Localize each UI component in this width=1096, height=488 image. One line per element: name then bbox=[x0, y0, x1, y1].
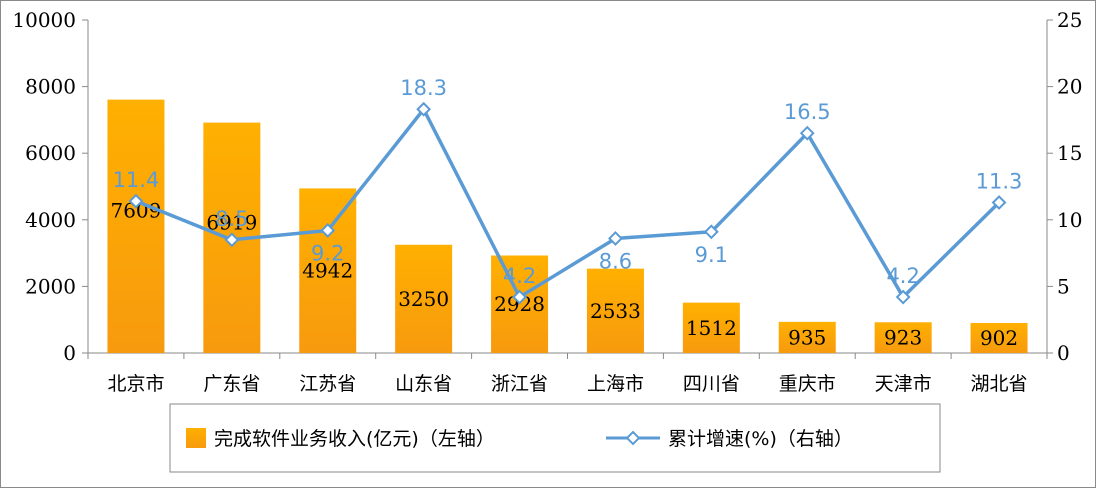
line-data-label: 8.5 bbox=[215, 207, 248, 231]
axes: 0 2000 4000 6000 8000 10000 0 5 10 15 20 25 bbox=[12, 8, 1082, 365]
y-left-tick-label: 10000 bbox=[12, 8, 76, 32]
category-label: 上海市 bbox=[587, 373, 644, 395]
line-data-label: 11.3 bbox=[976, 169, 1023, 193]
bar-data-labels: 7609691949423250292825331512935923902 bbox=[110, 198, 1018, 350]
bar bbox=[778, 321, 836, 353]
legend: 完成软件业务收入(亿元)（左轴） 累计增速(%)（右轴） bbox=[169, 403, 941, 473]
line-data-label: 8.6 bbox=[599, 249, 632, 273]
category-label: 四川省 bbox=[683, 373, 740, 395]
bar bbox=[107, 99, 165, 353]
y-left-tick-label: 0 bbox=[63, 341, 76, 365]
bar bbox=[970, 322, 1028, 353]
line-point bbox=[128, 193, 144, 209]
category-label: 湖北省 bbox=[971, 373, 1028, 395]
bar bbox=[299, 188, 357, 353]
bar-data-label: 6919 bbox=[206, 211, 257, 235]
y-right-tick-label: 15 bbox=[1057, 141, 1082, 165]
line-point bbox=[991, 195, 1007, 210]
bar bbox=[682, 302, 740, 353]
y-left-tick-label: 6000 bbox=[25, 141, 76, 165]
line-data-label: 9.2 bbox=[311, 241, 344, 265]
category-labels: 北京市 广东省 江苏省 山东省 浙江省 上海市 四川省 重庆市 天津市 湖北省 bbox=[107, 373, 1027, 395]
y-left-tick-label: 8000 bbox=[25, 75, 76, 99]
line-point bbox=[703, 224, 719, 240]
line-path bbox=[135, 107, 1001, 299]
line-data-labels: 11.4 8.5 9.2 18.3 4.2 8.6 9.1 16.5 4.2 11.3 bbox=[113, 76, 1023, 288]
line-point bbox=[895, 289, 911, 305]
category-label: 北京市 bbox=[107, 373, 164, 395]
bar-data-label: 923 bbox=[884, 326, 922, 350]
line-point bbox=[608, 231, 623, 246]
line-data-label: 4.2 bbox=[503, 264, 536, 288]
bar bbox=[874, 322, 932, 353]
line-data-label: 9.1 bbox=[695, 243, 728, 267]
y-left-tick-label: 2000 bbox=[25, 274, 76, 298]
bar bbox=[586, 268, 644, 353]
legend-label-line: 累计增速(%)（右轴） bbox=[668, 428, 853, 450]
bar-data-label: 4942 bbox=[302, 259, 353, 283]
bar bbox=[395, 244, 453, 353]
category-label: 广东省 bbox=[203, 373, 260, 395]
line-series bbox=[128, 101, 1007, 305]
category-label: 浙江省 bbox=[491, 373, 548, 395]
bar-data-label: 2533 bbox=[590, 299, 641, 323]
line-data-label: 18.3 bbox=[400, 76, 447, 100]
bar-series bbox=[107, 99, 1028, 354]
legend-box bbox=[169, 403, 941, 473]
line-point bbox=[320, 223, 336, 238]
y-right-tick-label: 0 bbox=[1057, 341, 1070, 365]
category-label: 江苏省 bbox=[299, 373, 356, 395]
y-right-tick-label: 20 bbox=[1057, 75, 1082, 99]
line-point bbox=[416, 101, 432, 117]
line-data-label: 11.4 bbox=[113, 168, 160, 192]
line-data-label: 4.2 bbox=[886, 264, 919, 288]
legend-bar-swatch bbox=[186, 428, 206, 448]
legend-diamond-marker bbox=[625, 430, 641, 446]
line-point bbox=[224, 232, 240, 248]
y-left-tick-label: 4000 bbox=[25, 208, 76, 232]
category-label: 山东省 bbox=[395, 373, 452, 395]
line-point bbox=[799, 125, 815, 141]
bar-data-label: 1512 bbox=[686, 316, 737, 340]
category-label: 天津市 bbox=[875, 373, 932, 395]
category-label: 重庆市 bbox=[779, 373, 836, 395]
y-right-tick-label: 5 bbox=[1057, 274, 1070, 298]
line-data-label: 16.5 bbox=[784, 100, 831, 124]
legend-label-bar: 完成软件业务收入(亿元)（左轴） bbox=[214, 428, 495, 450]
bar-data-label: 902 bbox=[980, 326, 1018, 350]
bar-data-label: 935 bbox=[788, 325, 826, 349]
y-right-tick-label: 10 bbox=[1057, 208, 1082, 232]
line-point bbox=[512, 289, 527, 305]
y-right-tick-label: 25 bbox=[1057, 8, 1082, 32]
bar-data-label: 3250 bbox=[398, 287, 449, 311]
